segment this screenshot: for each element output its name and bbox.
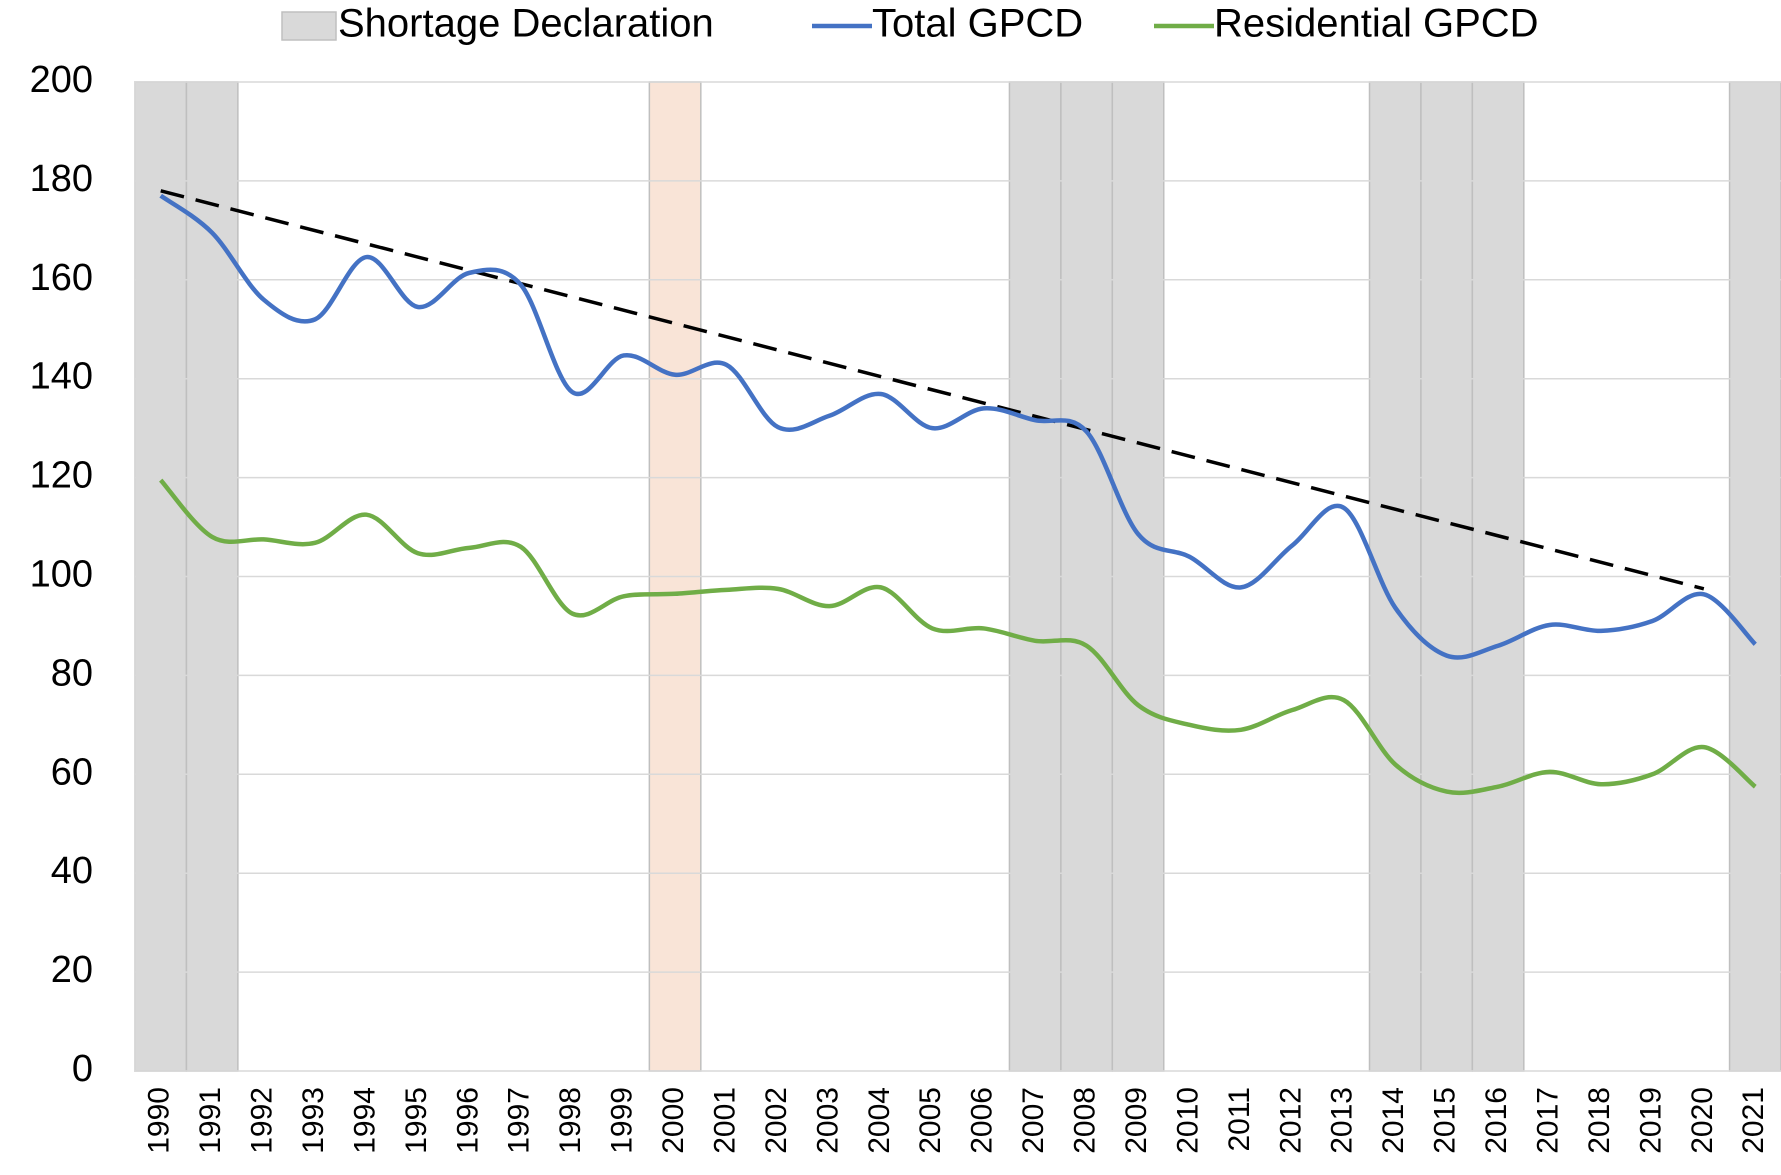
legend-label: Shortage Declaration [338,2,714,46]
x-tick-label: 2001 [708,1087,741,1154]
x-tick-label: 1996 [451,1087,484,1154]
x-tick-group: 1992 [246,1087,279,1154]
x-tick-label: 2003 [811,1087,844,1154]
x-tick-label: 1992 [246,1087,279,1154]
x-tick-group: 1995 [400,1087,433,1154]
x-tick-group: 2009 [1120,1087,1153,1154]
x-tick-label: 2018 [1583,1087,1616,1154]
y-tick-label: 20 [51,949,93,991]
y-tick-label: 60 [51,751,93,793]
x-tick-label: 2014 [1377,1087,1410,1154]
y-tick-label: 120 [30,455,93,497]
y-tick-label: 40 [51,850,93,892]
x-tick-group: 2003 [811,1087,844,1154]
x-tick-label: 1999 [606,1087,639,1154]
x-tick-group: 2008 [1069,1087,1102,1154]
legend-label: Residential GPCD [1214,2,1539,46]
x-tick-group: 2002 [760,1087,793,1154]
x-tick-group: 2010 [1171,1087,1204,1154]
x-tick-label: 1990 [143,1087,176,1154]
x-tick-label: 2019 [1634,1087,1667,1154]
x-tick-label: 2010 [1171,1087,1204,1154]
x-tick-group: 2021 [1737,1087,1770,1154]
y-tick-label: 200 [30,59,93,101]
x-tick-label: 2004 [863,1087,896,1154]
x-tick-group: 1993 [297,1087,330,1154]
x-tick-label: 2007 [1017,1087,1050,1154]
x-tick-group: 1997 [503,1087,536,1154]
y-tick-label: 80 [51,652,93,694]
x-tick-group: 2013 [1326,1087,1359,1154]
x-tick-label: 1995 [400,1087,433,1154]
x-tick-group: 1996 [451,1087,484,1154]
x-tick-label: 2006 [966,1087,999,1154]
x-tick-group: 2012 [1274,1087,1307,1154]
y-tick-label: 180 [30,158,93,200]
series-line [159,478,1757,796]
y-tick-label: 100 [30,554,93,596]
x-tick-group: 2007 [1017,1087,1050,1154]
x-tick-group: 2004 [863,1087,896,1154]
x-tick-label: 2011 [1223,1087,1256,1152]
x-tick-group: 2019 [1634,1087,1667,1154]
x-tick-label: 1993 [297,1087,330,1154]
x-tick-label: 1991 [194,1087,227,1154]
x-tick-label: 2005 [914,1087,947,1154]
x-tick-group: 2015 [1429,1087,1462,1154]
x-tick-label: 1997 [503,1087,536,1154]
x-tick-label: 2002 [760,1087,793,1154]
x-tick-group: 2016 [1480,1087,1513,1154]
x-tick-group: 1991 [194,1087,227,1154]
series-line [159,193,1757,660]
x-tick-label: 2000 [657,1087,690,1154]
x-tick-label: 2008 [1069,1087,1102,1154]
x-tick-label: 2009 [1120,1087,1153,1154]
x-tick-label: 2013 [1326,1087,1359,1154]
x-tick-group: 2017 [1531,1087,1564,1154]
y-tick-label: 160 [30,257,93,299]
x-tick-group: 1998 [554,1087,587,1154]
x-tick-label: 1994 [348,1087,381,1154]
x-tick-group: 2018 [1583,1087,1616,1154]
legend-swatch [281,11,337,41]
x-tick-label: 2015 [1429,1087,1462,1154]
x-tick-group: 2000 [657,1087,690,1154]
y-tick-label: 140 [30,356,93,398]
x-tick-group: 2001 [708,1087,741,1154]
legend-label: Total GPCD [872,2,1083,46]
x-tick-group: 2014 [1377,1087,1410,1154]
x-tick-group: 2005 [914,1087,947,1154]
x-tick-group: 1994 [348,1087,381,1154]
x-tick-label: 2017 [1531,1087,1564,1154]
x-tick-group: 1999 [606,1087,639,1154]
trendline [160,189,1705,591]
x-tick-group: 1990 [143,1087,176,1154]
x-tick-group: 2006 [966,1087,999,1154]
x-tick-label: 2021 [1737,1087,1770,1154]
x-tick-group: 2011 [1223,1087,1256,1152]
x-tick-group: 2020 [1686,1087,1719,1154]
x-tick-label: 2020 [1686,1087,1719,1154]
x-tick-label: 1998 [554,1087,587,1154]
x-tick-label: 2016 [1480,1087,1513,1154]
x-tick-label: 2012 [1274,1087,1307,1154]
y-tick-label: 0 [72,1048,93,1090]
